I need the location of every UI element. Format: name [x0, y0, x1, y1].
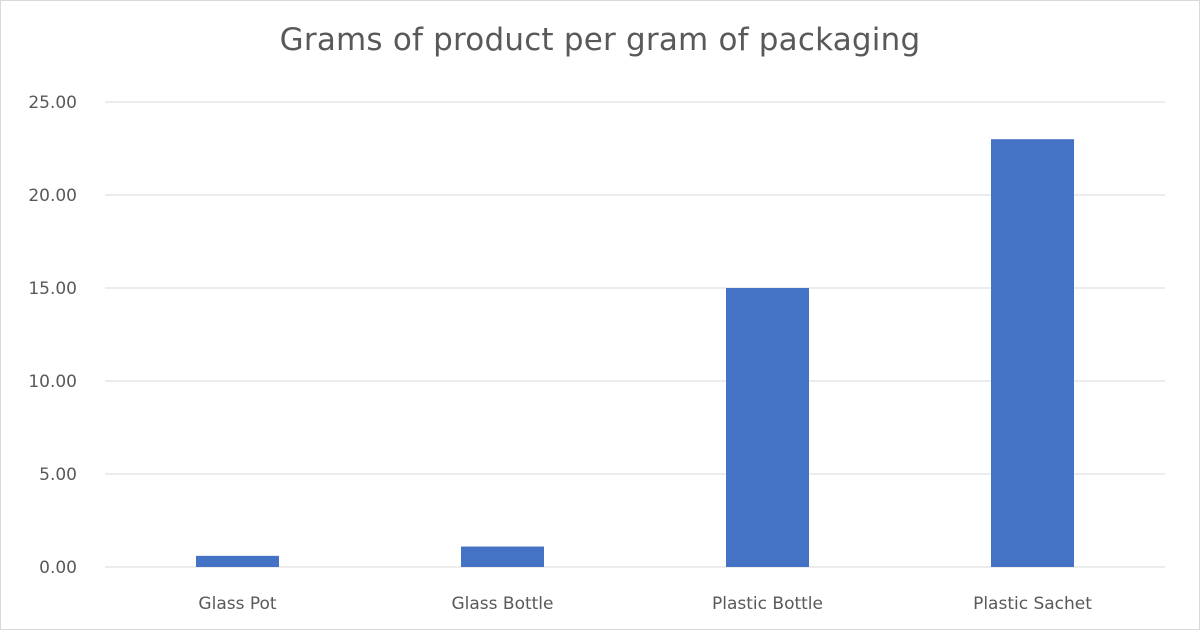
y-tick-label-5: 25.00 — [28, 93, 77, 113]
y-axis-tick-labels: 0.00 5.00 10.00 15.00 20.00 25.00 — [28, 93, 77, 578]
gridlines — [105, 101, 1165, 568]
bars — [196, 139, 1074, 567]
y-tick-label-2: 10.00 — [28, 372, 77, 392]
chart-title: Grams of product per gram of packaging — [279, 22, 921, 58]
x-tick-label-plastic-sachet: Plastic Sachet — [973, 594, 1092, 614]
bar-glass-bottle — [461, 546, 544, 567]
x-tick-label-glass-pot: Glass Pot — [198, 594, 276, 614]
y-tick-label-0: 0.00 — [39, 558, 77, 578]
y-tick-label-3: 15.00 — [28, 279, 77, 299]
x-tick-label-plastic-bottle: Plastic Bottle — [712, 594, 823, 614]
x-tick-label-glass-bottle: Glass Bottle — [451, 594, 553, 614]
bar-glass-pot — [196, 555, 279, 567]
bar-plastic-sachet — [991, 139, 1074, 567]
y-tick-label-4: 20.00 — [28, 186, 77, 206]
x-axis-tick-labels: Glass Pot Glass Bottle Plastic Bottle Plast… — [198, 594, 1092, 614]
y-tick-label-1: 5.00 — [39, 465, 77, 485]
bar-plastic-bottle — [726, 288, 809, 567]
